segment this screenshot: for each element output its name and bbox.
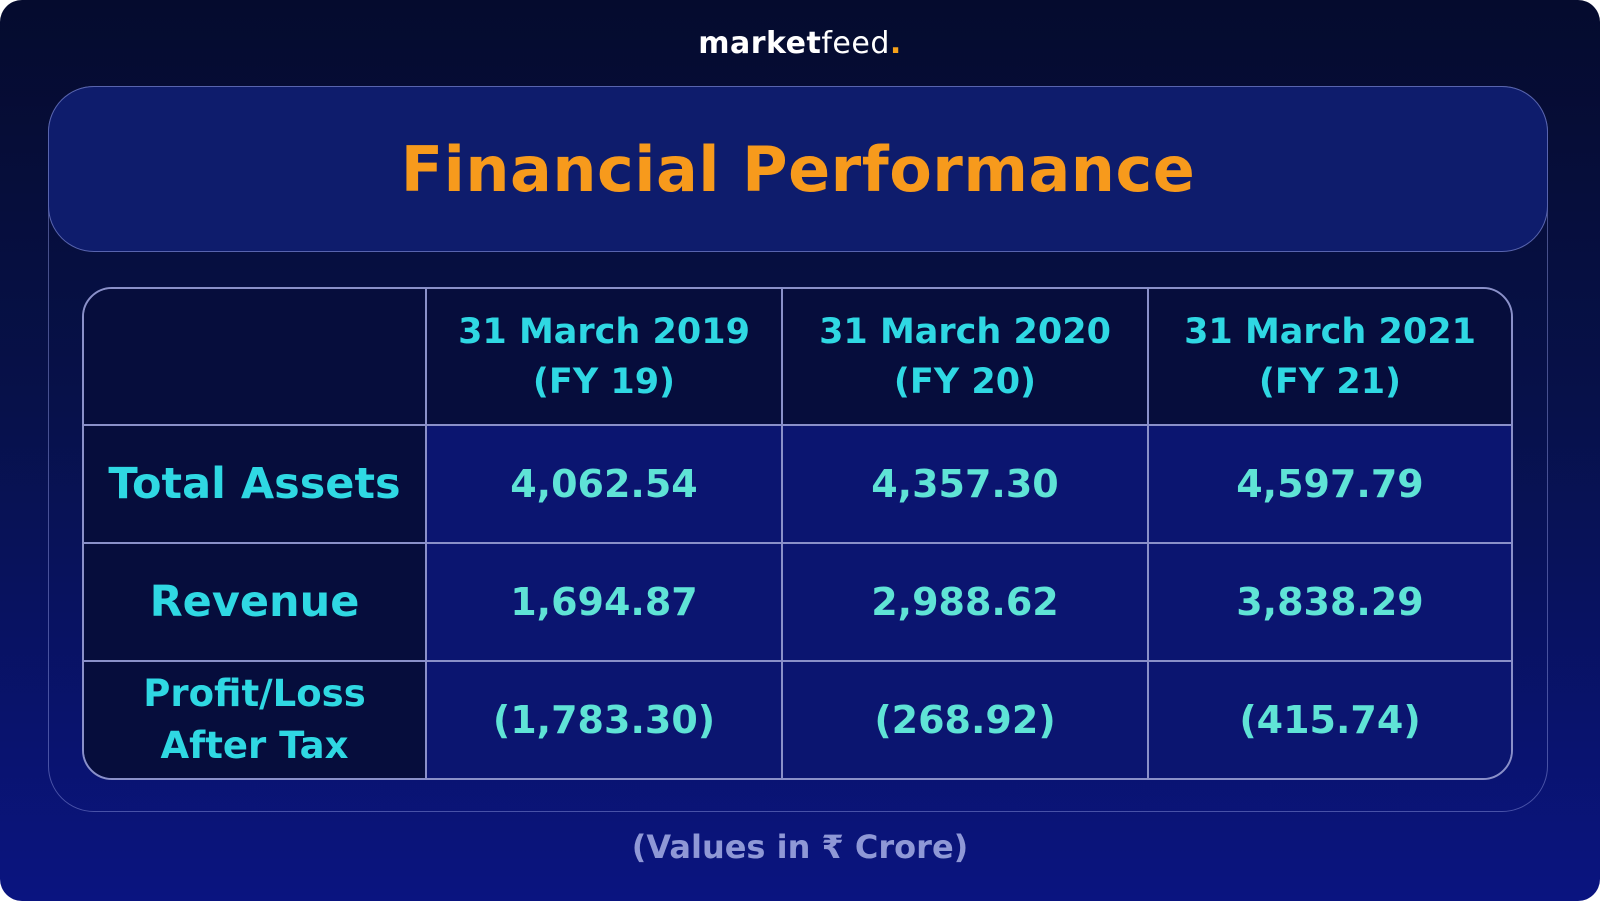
table-cell: (415.74) — [1149, 662, 1511, 778]
units-footnote: (Values in ₹ Crore) — [631, 828, 969, 866]
table-cell: 4,062.54 — [427, 426, 783, 544]
brand-logo: marketfeed. — [0, 26, 1600, 61]
brand-logo-light: feed — [821, 26, 890, 61]
row-label-total-assets: Total Assets — [84, 426, 427, 544]
table-cell: 4,597.79 — [1149, 426, 1511, 544]
table-cell: 2,988.62 — [783, 544, 1149, 662]
table-cell: 1,694.87 — [427, 544, 783, 662]
row-label-revenue: Revenue — [84, 544, 427, 662]
brand-logo-bold: market — [698, 26, 822, 61]
table-header-fy20: 31 March 2020 (FY 20) — [783, 289, 1149, 426]
table-cell: (1,783.30) — [427, 662, 783, 778]
table-header-fy21: 31 March 2021 (FY 21) — [1149, 289, 1511, 426]
table-header-fy19: 31 March 2019 (FY 19) — [427, 289, 783, 426]
page-title: Financial Performance — [400, 132, 1196, 206]
financial-table: 31 March 2019 (FY 19) 31 March 2020 (FY … — [82, 287, 1513, 780]
brand-logo-dot: . — [889, 26, 902, 61]
title-bar: Financial Performance — [48, 86, 1548, 252]
row-label-profit-loss: Profit/Loss After Tax — [84, 662, 427, 778]
table-cell: (268.92) — [783, 662, 1149, 778]
table-cell: 4,357.30 — [783, 426, 1149, 544]
table-header-empty — [84, 289, 427, 426]
table-cell: 3,838.29 — [1149, 544, 1511, 662]
